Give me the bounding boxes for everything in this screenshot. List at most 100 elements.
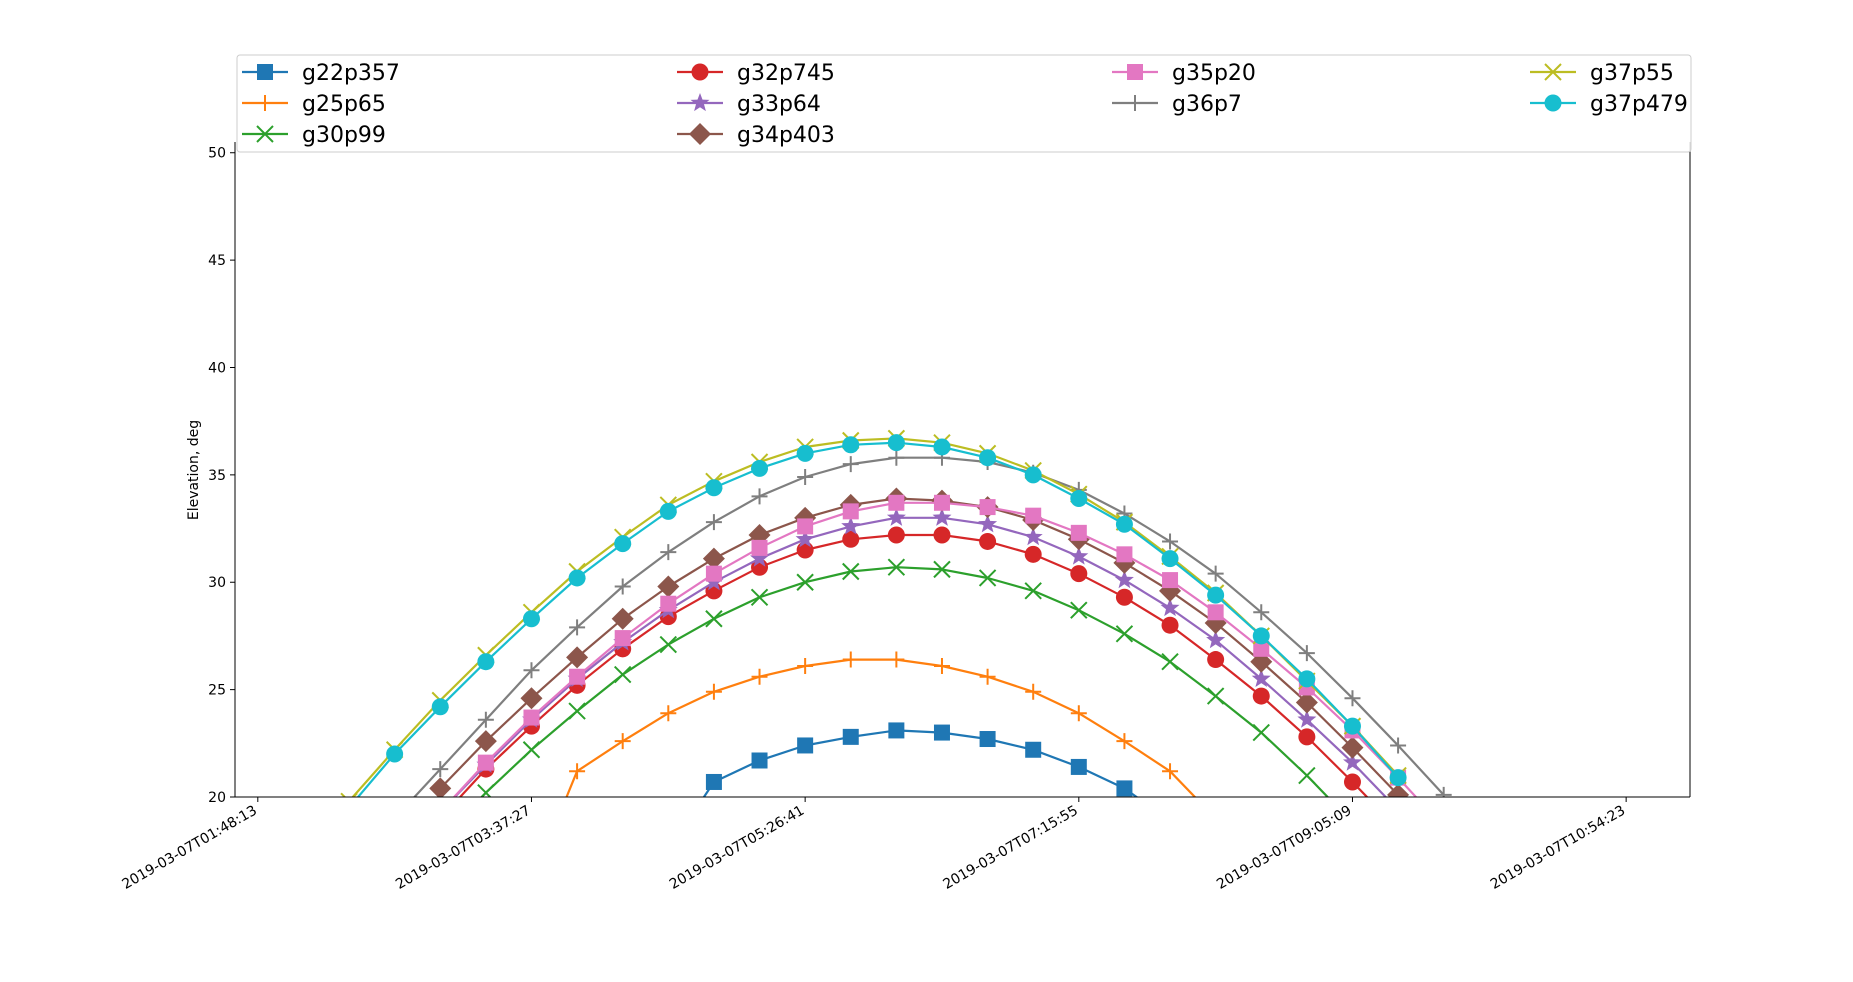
data-point-g30p99 (1206, 687, 1225, 705)
data-point-g37p479 (842, 436, 860, 454)
data-point-g37p479 (1343, 717, 1361, 735)
legend-item-g33p64: g33p64 (677, 92, 821, 117)
data-point-g35p20 (1162, 572, 1179, 589)
data-point-g30p99 (1161, 652, 1179, 671)
series-g36p7 (412, 449, 1452, 797)
data-point-g35p20 (979, 499, 996, 516)
data-point-g25p65 (888, 651, 905, 668)
data-point-g37p479 (386, 745, 404, 763)
data-point-g25p65 (797, 658, 814, 674)
data-point-g34p403 (566, 646, 589, 669)
data-point-g35p20 (1116, 546, 1133, 563)
data-point-g36p7 (660, 544, 677, 561)
data-point-g35p20 (614, 630, 631, 647)
data-point-g32p745 (796, 541, 814, 559)
data-point-g36p7 (1253, 604, 1270, 621)
data-point-g33p64 (932, 507, 952, 526)
data-point-g32p745 (1298, 728, 1316, 746)
data-point-g32p745 (1070, 565, 1088, 583)
data-point-g22p357 (979, 731, 996, 748)
data-point-g22p357 (933, 724, 950, 741)
series-g25p65 (565, 651, 1197, 797)
data-point-g36p7 (614, 578, 631, 595)
data-point-g37p479 (887, 434, 905, 452)
data-point-g34p403 (520, 687, 543, 710)
data-point-g33p64 (1297, 709, 1317, 728)
legend-label: g33p64 (737, 92, 821, 117)
data-point-g35p20 (1070, 524, 1087, 541)
data-point-g36p7 (1344, 690, 1361, 707)
legend-label: g25p65 (302, 92, 386, 117)
data-point-g35p20 (888, 494, 905, 511)
legend-marker (256, 125, 274, 143)
legend-item-g30p99: g30p99 (242, 123, 386, 148)
data-point-g33p64 (1343, 752, 1362, 771)
data-point-g30p99 (978, 569, 997, 587)
y-tick-label: 50 (208, 146, 226, 162)
data-point-g36p7 (1162, 533, 1179, 550)
series-line-g37p479 (356, 441, 1399, 797)
y-tick-label: 20 (208, 790, 226, 806)
data-point-g37p479 (933, 438, 951, 456)
data-point-g36p7 (432, 761, 449, 778)
data-point-g35p20 (1207, 604, 1224, 621)
data-point-g30p99 (887, 558, 906, 576)
data-point-g30p99 (477, 783, 495, 797)
data-point-g35p20 (1253, 640, 1270, 657)
legend-marker (689, 123, 711, 145)
data-point-g37p479 (659, 502, 677, 520)
data-point-g32p745 (1207, 651, 1225, 669)
series-line-g36p7 (412, 456, 1445, 797)
data-point-g36p7 (1207, 565, 1224, 582)
data-point-g35p20 (842, 503, 859, 520)
data-point-g36p7 (523, 662, 540, 679)
data-point-g33p64 (1023, 527, 1043, 546)
data-point-g22p357 (888, 722, 905, 739)
data-point-g34p403 (611, 607, 634, 630)
series-g37p479 (356, 434, 1407, 797)
data-point-g25p65 (660, 705, 677, 722)
data-point-g36p7 (477, 711, 494, 728)
data-point-g32p745 (979, 532, 997, 550)
data-point-g35p20 (797, 518, 814, 535)
data-point-g35p20 (751, 539, 768, 556)
data-point-g30p99 (522, 741, 541, 759)
data-point-g35p20 (523, 709, 540, 726)
y-axis-label: Elevation, deg (186, 420, 202, 520)
data-point-g32p745 (1343, 773, 1361, 791)
series-line-g25p65 (565, 658, 1197, 797)
legend-label: g22p357 (302, 61, 400, 86)
series-g22p357 (702, 722, 1139, 797)
data-point-g25p65 (569, 763, 586, 780)
data-point-g36p7 (705, 514, 722, 531)
legend-marker (691, 63, 709, 81)
series-line-g34p403 (439, 497, 1399, 796)
data-point-g37p479 (477, 653, 495, 671)
data-point-g37p479 (1207, 586, 1225, 604)
y-tick-label: 35 (208, 468, 226, 484)
data-point-g30p99 (842, 562, 860, 581)
data-point-g37p479 (1252, 627, 1270, 645)
legend-item-g25p65: g25p65 (242, 92, 386, 117)
data-point-g25p65 (705, 683, 722, 700)
legend-label: g36p7 (1172, 92, 1242, 117)
legend-item-g22p357: g22p357 (242, 61, 400, 86)
data-point-g37p479 (431, 698, 449, 716)
data-point-g35p20 (933, 494, 950, 511)
data-point-g36p7 (842, 456, 859, 473)
data-point-g33p64 (1206, 630, 1226, 649)
legend-marker (1127, 64, 1143, 80)
data-point-g33p64 (886, 507, 906, 526)
data-point-g33p64 (1251, 668, 1271, 687)
data-point-g34p403 (1387, 783, 1410, 797)
data-point-g34p403 (474, 730, 497, 753)
data-point-g32p745 (887, 526, 905, 544)
data-point-g34p403 (1295, 691, 1318, 714)
legend-item-g32p745: g32p745 (677, 61, 835, 86)
data-point-g32p745 (842, 530, 860, 548)
data-point-g30p99 (568, 702, 586, 720)
legend-marker (1544, 63, 1562, 81)
legend-marker (1127, 95, 1143, 111)
data-point-g35p20 (660, 595, 677, 612)
